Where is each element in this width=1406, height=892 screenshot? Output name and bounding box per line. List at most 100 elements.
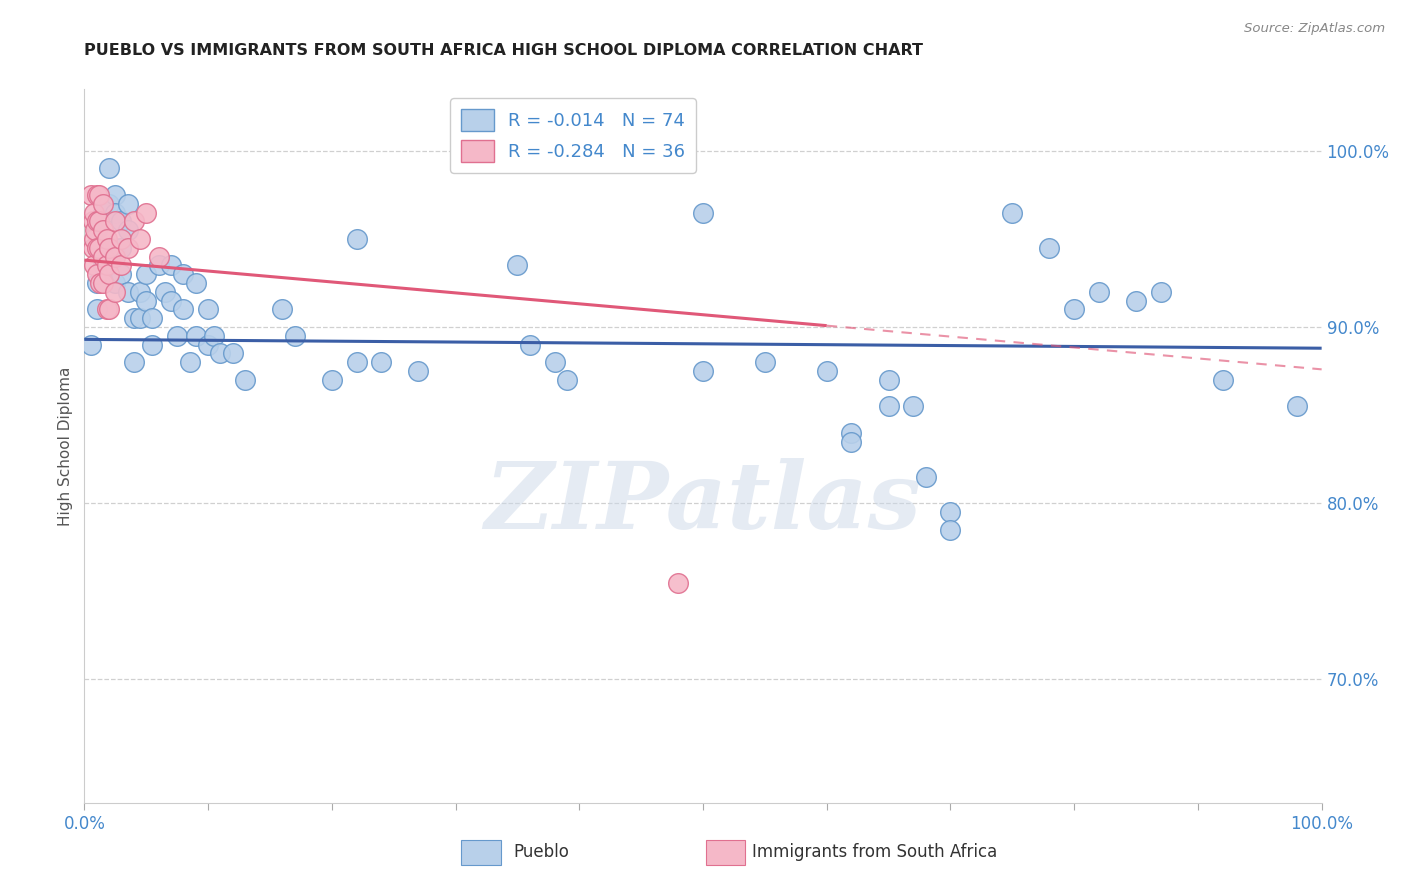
Point: [1150, 285, 1173, 299]
Point: [1125, 293, 1147, 308]
Point: [841, 425, 863, 440]
Point: [82, 214, 104, 228]
Point: [82, 241, 104, 255]
Point: [135, 205, 157, 219]
Point: [939, 505, 962, 519]
Point: [89, 276, 111, 290]
Point: [141, 337, 163, 351]
Point: [91, 250, 114, 264]
Text: PUEBLO VS IMMIGRANTS FROM SOUTH AFRICA HIGH SCHOOL DIPLOMA CORRELATION CHART: PUEBLO VS IMMIGRANTS FROM SOUTH AFRICA H…: [84, 43, 924, 58]
Point: [153, 285, 176, 299]
Point: [96, 302, 118, 317]
Point: [321, 373, 343, 387]
Point: [122, 311, 145, 326]
Point: [110, 214, 132, 228]
Point: [122, 355, 145, 369]
Point: [91, 259, 114, 273]
Point: [110, 259, 132, 273]
Point: [408, 364, 430, 378]
Text: Pueblo: Pueblo: [513, 843, 569, 861]
Point: [903, 400, 925, 414]
Point: [79, 188, 101, 202]
Point: [135, 293, 157, 308]
Point: [519, 337, 541, 351]
Point: [96, 259, 118, 273]
Point: [129, 232, 152, 246]
Y-axis label: High School Diploma: High School Diploma: [58, 367, 73, 525]
Point: [841, 434, 863, 449]
Point: [104, 205, 127, 219]
Point: [84, 223, 107, 237]
Point: [89, 214, 111, 228]
Point: [1088, 285, 1111, 299]
Point: [83, 205, 105, 219]
Point: [91, 223, 114, 237]
Point: [86, 276, 108, 290]
Point: [754, 355, 776, 369]
Point: [914, 470, 936, 484]
Point: [148, 250, 170, 264]
Point: [1001, 205, 1024, 219]
Point: [877, 373, 900, 387]
Point: [1212, 373, 1234, 387]
Point: [271, 302, 294, 317]
Point: [98, 196, 121, 211]
Point: [104, 285, 127, 299]
Point: [179, 355, 201, 369]
Point: [1063, 302, 1085, 317]
Point: [284, 329, 307, 343]
Point: [86, 267, 108, 281]
Point: [202, 329, 225, 343]
Point: [91, 276, 114, 290]
Point: [86, 188, 108, 202]
Point: [346, 232, 368, 246]
Point: [89, 188, 111, 202]
Point: [86, 302, 108, 317]
Point: [98, 267, 121, 281]
Point: [209, 346, 232, 360]
Point: [346, 355, 368, 369]
Point: [98, 161, 121, 176]
Text: ZIPatlas: ZIPatlas: [485, 458, 921, 548]
Point: [129, 311, 152, 326]
Point: [83, 259, 105, 273]
Point: [104, 214, 127, 228]
Point: [91, 196, 114, 211]
Point: [104, 250, 127, 264]
Point: [117, 196, 139, 211]
Point: [160, 259, 183, 273]
Point: [939, 523, 962, 537]
Point: [104, 276, 127, 290]
Point: [692, 205, 714, 219]
Point: [117, 223, 139, 237]
Point: [83, 232, 105, 246]
Point: [110, 241, 132, 255]
Point: [160, 293, 183, 308]
Point: [91, 205, 114, 219]
Point: [172, 302, 194, 317]
Point: [197, 337, 219, 351]
Point: [86, 241, 108, 255]
Point: [89, 241, 111, 255]
Point: [98, 302, 121, 317]
Point: [555, 373, 578, 387]
Point: [104, 188, 127, 202]
Point: [135, 267, 157, 281]
Point: [141, 311, 163, 326]
Point: [98, 241, 121, 255]
Point: [96, 232, 118, 246]
Point: [104, 241, 127, 255]
Point: [233, 373, 256, 387]
Point: [172, 267, 194, 281]
Point: [129, 285, 152, 299]
Point: [1285, 400, 1308, 414]
Point: [197, 302, 219, 317]
Point: [184, 276, 207, 290]
Point: [692, 364, 714, 378]
Point: [117, 241, 139, 255]
Point: [543, 355, 565, 369]
Point: [166, 329, 188, 343]
Legend: R = -0.014   N = 74, R = -0.284   N = 36: R = -0.014 N = 74, R = -0.284 N = 36: [450, 98, 696, 173]
Point: [117, 285, 139, 299]
Point: [815, 364, 838, 378]
